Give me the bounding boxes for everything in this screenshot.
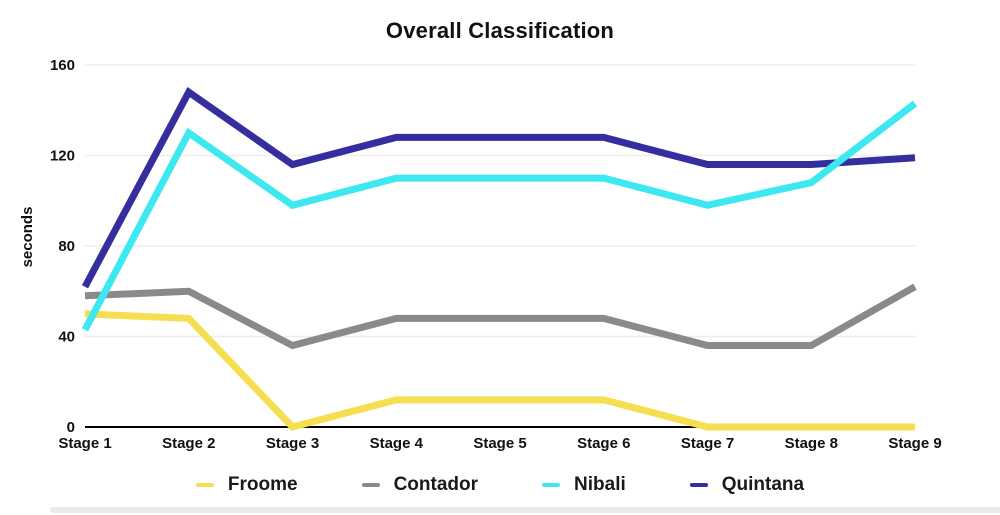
legend-item-nibali[interactable]: Nibali bbox=[542, 474, 626, 496]
legend-swatch-quintana bbox=[689, 483, 708, 487]
x-tick-label: Stage 1 bbox=[58, 435, 111, 452]
x-tick-label: Stage 6 bbox=[577, 435, 630, 452]
y-tick-label: 80 bbox=[58, 238, 75, 255]
legend-item-froome[interactable]: Froome bbox=[195, 474, 298, 496]
x-tick-label: Stage 2 bbox=[162, 435, 215, 452]
legend-item-contador[interactable]: Contador bbox=[361, 474, 479, 496]
y-tick-label: 40 bbox=[58, 329, 75, 346]
legend-swatch-contador bbox=[361, 483, 380, 487]
y-tick-label: 0 bbox=[67, 419, 75, 436]
legend-swatch-nibali bbox=[542, 483, 561, 487]
y-tick-label: 160 bbox=[50, 57, 75, 74]
legend-label: Contador bbox=[393, 474, 479, 495]
series-line-nibali bbox=[81, 100, 918, 332]
line-chart: seconds 0 40 80 120 160 Stage 1 Stage 2 Stage 3… bbox=[19, 57, 942, 452]
legend-swatch-froome bbox=[195, 483, 214, 487]
x-tick-label: Stage 4 bbox=[370, 435, 424, 452]
x-tick-label: Stage 9 bbox=[888, 435, 941, 452]
legend: Froome Contador Nibali Quintana bbox=[0, 468, 1000, 502]
series-line-contador bbox=[84, 283, 917, 350]
y-axis-title: seconds bbox=[19, 207, 36, 268]
y-tick-label: 120 bbox=[50, 148, 75, 165]
legend-label: Froome bbox=[227, 474, 298, 495]
x-tick-label: Stage 8 bbox=[785, 435, 838, 452]
series-line-froome bbox=[84, 310, 915, 431]
x-tick-label: Stage 7 bbox=[681, 435, 734, 452]
x-tick-label: Stage 3 bbox=[266, 435, 319, 452]
legend-item-quintana[interactable]: Quintana bbox=[689, 474, 805, 496]
legend-label: Nibali bbox=[574, 474, 626, 495]
horizontal-scrollbar-thumb[interactable] bbox=[50, 507, 1000, 513]
legend-label: Quintana bbox=[721, 474, 805, 495]
series-line-quintana bbox=[81, 87, 916, 289]
chart-title: Overall Classification bbox=[385, 18, 615, 43]
x-tick-label: Stage 5 bbox=[473, 435, 526, 452]
